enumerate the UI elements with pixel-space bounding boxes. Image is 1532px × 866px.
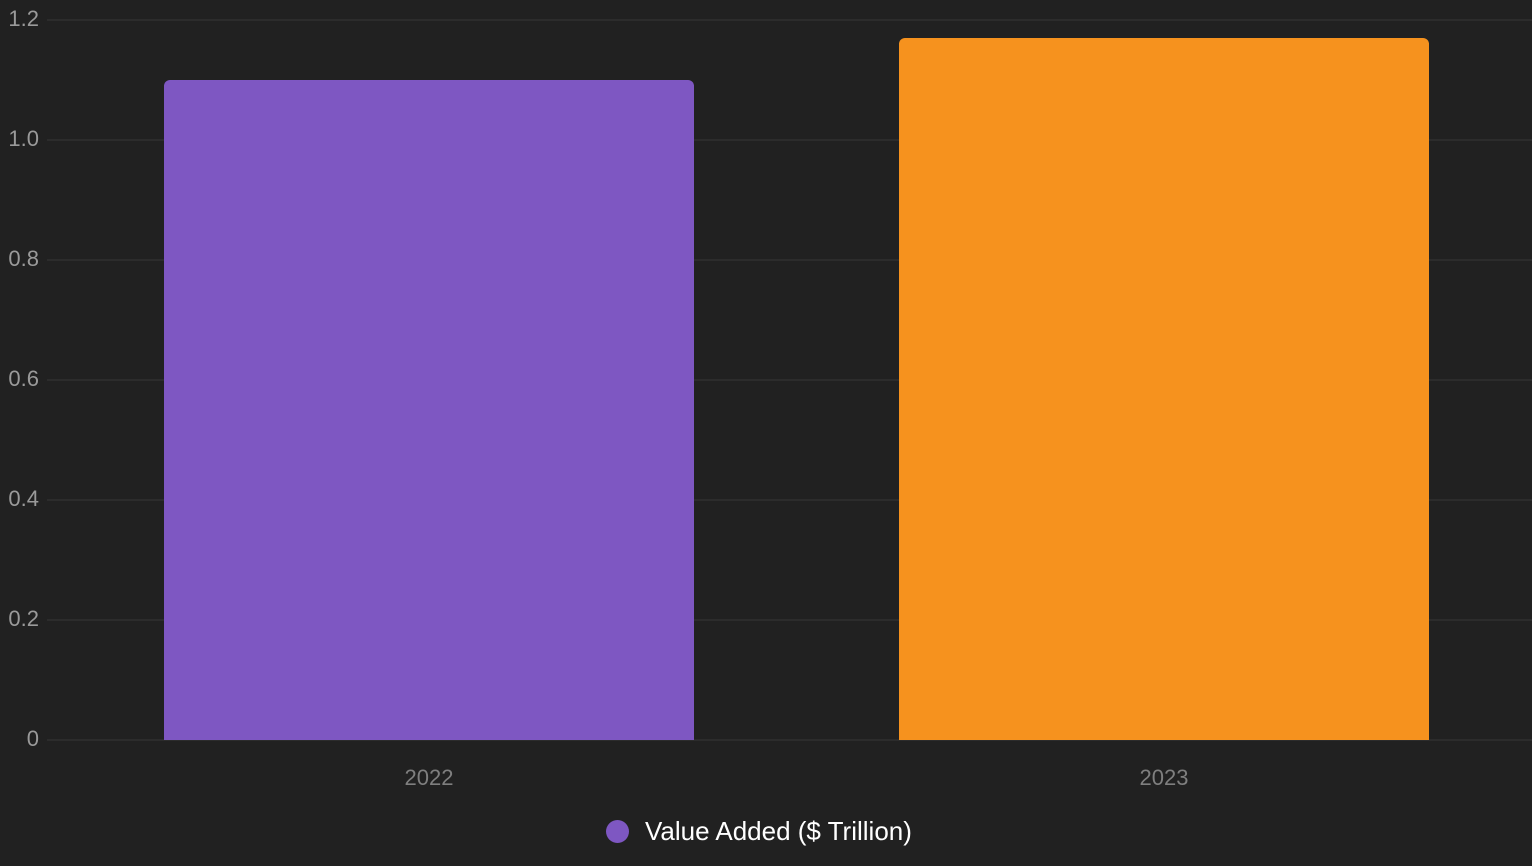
y-tick-label: 0.6 xyxy=(8,366,39,391)
y-tick-label: 0.4 xyxy=(8,486,39,511)
y-tick-label: 0.2 xyxy=(8,606,39,631)
gridline xyxy=(47,19,1532,21)
bar-2023[interactable] xyxy=(899,38,1429,740)
x-tick-label: 2023 xyxy=(1139,765,1189,790)
y-tick-label: 1.2 xyxy=(8,6,39,31)
legend-item[interactable]: Value Added ($ Trillion) xyxy=(606,816,912,847)
y-tick-label: 0 xyxy=(26,726,39,751)
x-tick-label: 2022 xyxy=(404,765,454,790)
legend-dot-icon xyxy=(606,820,629,843)
gridline xyxy=(47,259,1532,261)
gridline xyxy=(47,499,1532,501)
y-tick-label: 1.0 xyxy=(8,126,39,151)
legend-label: Value Added ($ Trillion) xyxy=(645,816,912,846)
bar-2022[interactable] xyxy=(164,80,694,740)
gridline xyxy=(47,379,1532,381)
gridline xyxy=(47,739,1532,741)
gridline xyxy=(47,619,1532,621)
y-tick-label: 0.8 xyxy=(8,246,39,271)
gridline xyxy=(47,139,1532,141)
